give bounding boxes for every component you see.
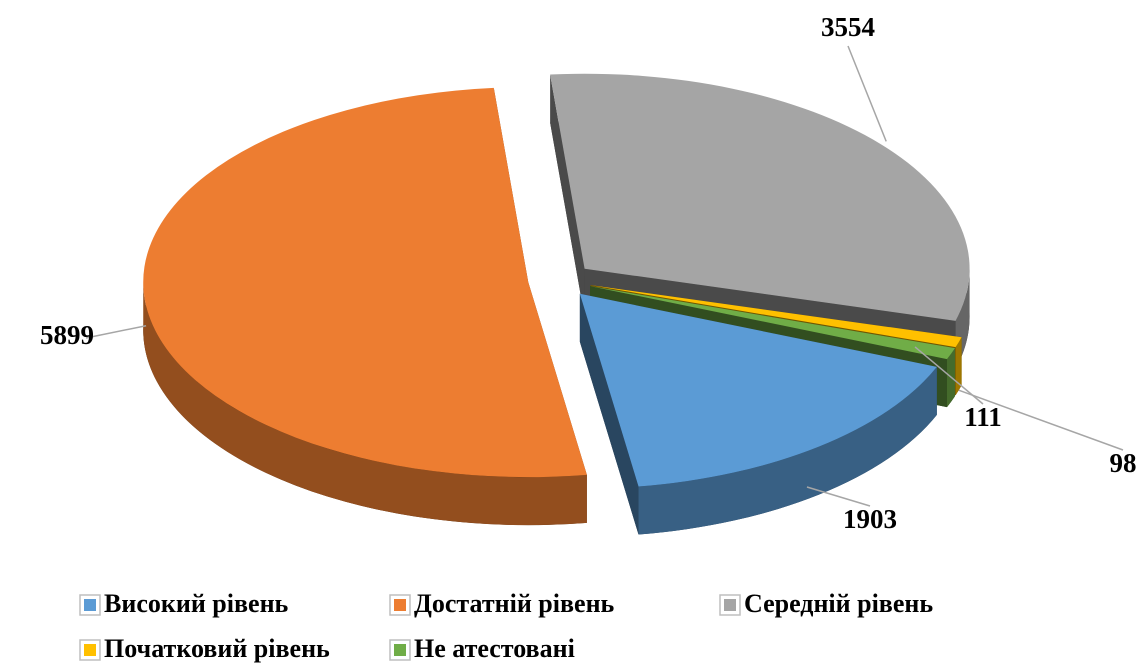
- data-label: 1903: [843, 504, 897, 534]
- leader-line: [958, 389, 1124, 451]
- legend-marker: [84, 599, 96, 611]
- leader-line: [914, 346, 984, 405]
- slice-top: [550, 73, 970, 321]
- leader-line: [847, 45, 887, 142]
- legend-label: Початковий рівень: [104, 634, 330, 663]
- slice-top: [579, 293, 937, 487]
- slice-side: [579, 293, 639, 535]
- legend-marker: [84, 644, 96, 656]
- legend-label: Не атестовані: [414, 634, 575, 663]
- data-label: 3554: [821, 12, 875, 42]
- slice-top: [590, 285, 962, 348]
- legend-marker: [394, 599, 406, 611]
- data-label: 98: [1110, 448, 1137, 478]
- leader-line: [85, 324, 147, 339]
- data-label: 5899: [40, 320, 94, 350]
- slice-top: [143, 87, 587, 478]
- slice-top: [590, 286, 956, 360]
- legend-label: Середній рівень: [744, 589, 933, 618]
- slice-wall: [955, 337, 962, 396]
- slice-wall: [143, 282, 587, 526]
- data-label: 111: [964, 402, 1002, 432]
- slice-side: [550, 74, 585, 317]
- legend-marker: [724, 599, 736, 611]
- legend-marker: [394, 644, 406, 656]
- leader-line: [806, 486, 871, 507]
- slice-wall: [638, 366, 937, 535]
- legend-label: Достатній рівень: [414, 589, 615, 618]
- legend-label: Високий рівень: [104, 589, 289, 618]
